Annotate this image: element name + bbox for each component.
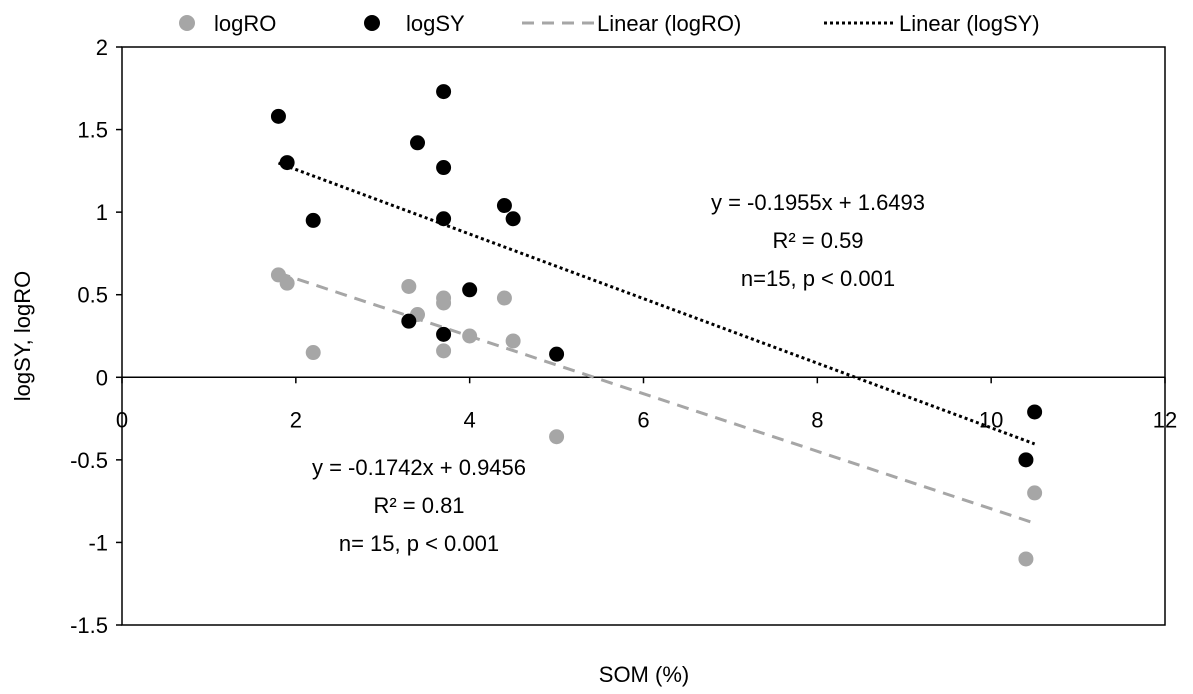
data-point-logro (436, 295, 452, 311)
data-point-logro (401, 278, 417, 294)
data-point-logsy (401, 313, 417, 329)
data-point-logsy (436, 160, 452, 176)
data-point-logsy (496, 198, 512, 214)
x-tick-label: 2 (290, 407, 302, 432)
x-tick-label: 4 (464, 407, 476, 432)
x-axis-title: SOM (%) (599, 662, 689, 687)
logsy-equation: y = -0.1955x + 1.6493 (711, 190, 925, 215)
x-tick-label: 12 (1153, 407, 1177, 432)
data-point-logsy (279, 155, 295, 171)
data-point-logsy (549, 346, 565, 362)
legend-label-linear-logsy: Linear (logSY) (899, 11, 1040, 36)
data-point-logro (436, 343, 452, 359)
data-point-logro (462, 328, 478, 344)
data-point-logro (1018, 551, 1034, 567)
trendline-logsy (277, 161, 1036, 446)
data-point-logro (305, 345, 321, 361)
data-point-logsy (1018, 452, 1034, 468)
legend-marker-logro (179, 15, 195, 31)
data-point-logro (549, 429, 565, 445)
y-tick-label: 0 (96, 365, 108, 390)
trendlines (277, 161, 1036, 525)
data-point-logsy (270, 108, 286, 124)
y-tick-label: -1.5 (70, 613, 108, 638)
data-points (270, 84, 1043, 567)
x-tick-label: 6 (637, 407, 649, 432)
data-point-logro (496, 290, 512, 306)
data-point-logsy (410, 135, 426, 151)
data-point-logsy (505, 211, 521, 227)
chart-legend: logRO logSY Linear (logRO) Linear (logSY… (179, 11, 1040, 36)
y-tick-label: 1 (96, 200, 108, 225)
data-point-logsy (305, 212, 321, 228)
data-point-logsy (436, 326, 452, 342)
y-axis-title: logSY, logRO (10, 271, 35, 401)
logro-n-p: n= 15, p < 0.001 (339, 531, 499, 556)
logro-r-squared: R² = 0.81 (373, 493, 464, 518)
plot-area (121, 46, 1166, 626)
data-point-logro (505, 333, 521, 349)
y-tick-label: -1 (88, 530, 108, 555)
data-point-logsy (436, 84, 452, 100)
data-point-logsy (462, 282, 478, 298)
x-tick-label: 0 (116, 407, 128, 432)
y-tick-label: 1.5 (77, 118, 108, 143)
trendline-logro (277, 271, 1036, 525)
logsy-r-squared: R² = 0.59 (772, 228, 863, 253)
data-point-logsy (436, 211, 452, 227)
y-tick-label: 0.5 (77, 283, 108, 308)
trendline-annotations: y = -0.1955x + 1.6493 R² = 0.59 n=15, p … (312, 190, 925, 556)
legend-label-linear-logro: Linear (logRO) (597, 11, 741, 36)
data-point-logro (279, 275, 295, 291)
data-point-logsy (1027, 404, 1043, 420)
axis-ticks: -1.5 -1 -0.5 0 0.5 1 1.5 2 0 2 4 6 8 10 12 (70, 35, 1177, 638)
y-tick-label: -0.5 (70, 448, 108, 473)
x-tick-label: 10 (979, 407, 1003, 432)
logro-equation: y = -0.1742x + 0.9456 (312, 455, 526, 480)
x-tick-label: 8 (811, 407, 823, 432)
legend-marker-logsy (364, 15, 380, 31)
legend-label-logro: logRO (214, 11, 276, 36)
logsy-n-p: n=15, p < 0.001 (741, 266, 895, 291)
legend-label-logsy: logSY (406, 11, 465, 36)
y-tick-label: 2 (96, 35, 108, 60)
data-point-logro (1027, 485, 1043, 501)
